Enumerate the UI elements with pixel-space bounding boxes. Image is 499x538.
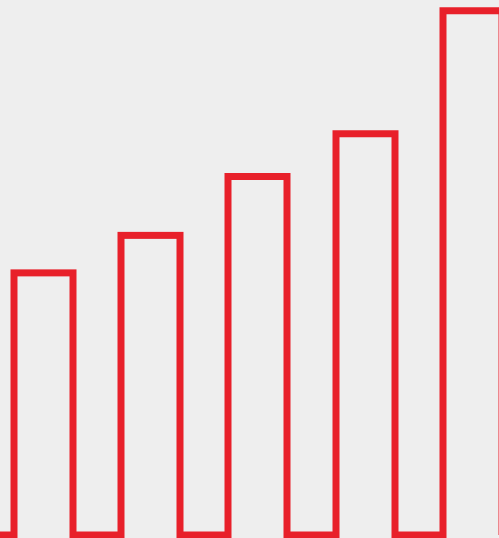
bar-outline-path (0, 7, 499, 538)
